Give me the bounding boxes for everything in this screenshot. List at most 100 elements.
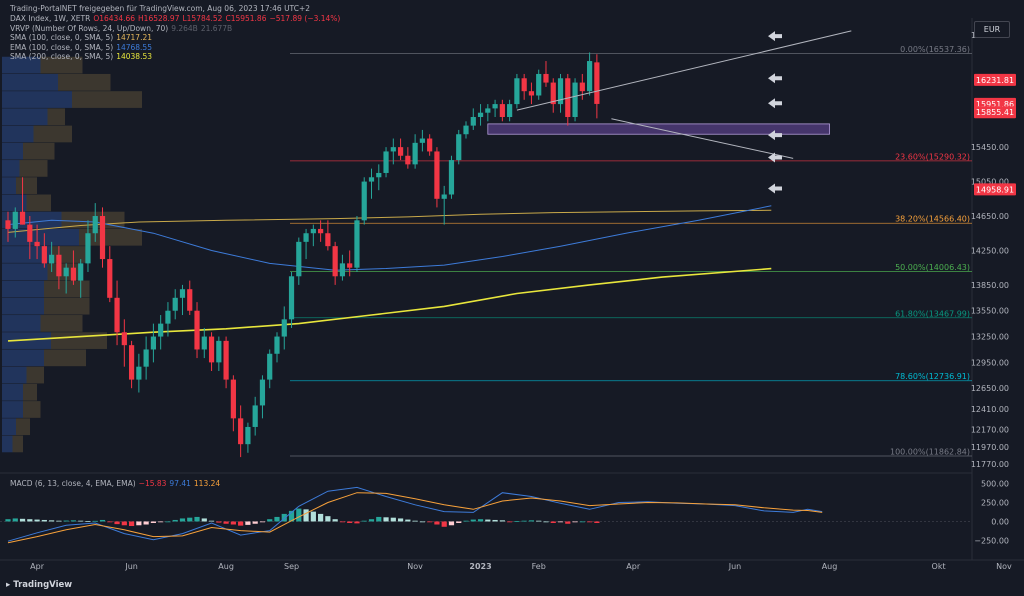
legend-row[interactable]: SMA (200, close, 0, SMA, 5) 14038.53 <box>10 52 155 62</box>
macd-histogram-bar <box>5 519 11 522</box>
candle-body <box>383 151 389 173</box>
candle-body <box>296 241 302 277</box>
x-tick-label: Nov <box>407 562 423 571</box>
macd-legend: MACD (6, 13, close, 4, EMA, EMA) −15.83 97… <box>10 479 223 489</box>
candle-body <box>477 112 484 118</box>
fib-level-label: 78.60%(12736.91) <box>895 372 970 381</box>
legend-row[interactable]: SMA (100, close, 0, SMA, 5) 14717.21 <box>10 33 155 43</box>
macd-histogram-bar <box>376 516 382 522</box>
candle-body <box>158 323 164 337</box>
volume-profile-up-bar <box>2 177 16 194</box>
volume-profile-down-bar <box>23 383 37 401</box>
macd-histogram-bar <box>99 519 106 522</box>
legend-row[interactable]: VRVP (Number Of Rows, 24, Up/Down, 70) 9.… <box>10 24 235 34</box>
x-tick-label: Aug <box>822 562 838 571</box>
price-badge <box>974 106 1016 119</box>
candle-body <box>252 405 258 427</box>
macd-histogram-bar <box>499 520 505 522</box>
candle-body <box>230 379 236 419</box>
macd-histogram-bar <box>361 520 367 522</box>
macd-histogram-bar <box>310 511 316 522</box>
x-tick-label: Feb <box>532 562 546 571</box>
macd-histogram-bar <box>63 520 69 522</box>
tv-logo-icon: ▸ <box>6 580 11 590</box>
candle-body <box>434 151 440 199</box>
macd-histogram-bar <box>259 521 266 523</box>
candle-body <box>332 246 338 277</box>
candle-body <box>463 125 469 135</box>
y-tick-label: 11770.00 <box>971 460 1009 469</box>
macd-histogram-bar <box>179 518 186 522</box>
macd-histogram-bar <box>281 513 287 522</box>
volume-profile-up-bar <box>2 142 23 160</box>
legend-value: H16528.97 <box>138 14 180 23</box>
candle-body <box>259 379 266 406</box>
macd-histogram-bar <box>557 521 564 523</box>
macd-histogram-bar <box>594 521 600 523</box>
volume-profile-up-bar <box>2 366 27 384</box>
macd-histogram-bar <box>19 518 26 522</box>
candle-body <box>99 216 106 260</box>
macd-histogram-bar <box>252 521 258 524</box>
x-tick-label: Apr <box>30 562 45 571</box>
legend-row[interactable]: DAX Index, 1W, XETR O16434.66 H16528.97 L15… <box>10 14 343 24</box>
legend-row[interactable]: EMA (100, close, 0, SMA, 5) 14768.55 <box>10 43 155 53</box>
macd-histogram-bar <box>354 521 360 524</box>
volume-profile-down-bar <box>16 177 37 194</box>
macd-histogram-bar <box>34 519 40 522</box>
macd-histogram-bar <box>521 520 527 522</box>
x-tick-label: 2023 <box>469 562 491 571</box>
candle-body <box>5 220 11 229</box>
legend-value: 14768.55 <box>116 42 152 52</box>
macd-histogram-bar <box>158 521 164 523</box>
macd-y-tick-label: 250.00 <box>981 499 1009 508</box>
macd-histogram-bar <box>390 517 396 522</box>
macd-histogram-bar <box>318 513 324 522</box>
macd-histogram-bar <box>143 521 149 525</box>
x-tick-label: Jun <box>124 562 138 571</box>
candle-body <box>521 78 527 92</box>
candle-body <box>528 91 535 96</box>
candles <box>5 52 600 458</box>
legend-value: 14038.53 <box>116 52 153 62</box>
volume-profile-up-bar <box>2 125 34 143</box>
macd-histogram-bar <box>419 521 425 523</box>
macd-histogram-bar <box>230 521 236 525</box>
legend-value: 9.264B <box>171 23 198 33</box>
y-tick-label: 12950.00 <box>971 358 1009 367</box>
currency-button[interactable]: EUR <box>974 21 1010 38</box>
price-badge-label: 14958.91 <box>976 185 1014 194</box>
candle-body <box>448 160 455 195</box>
candle-body <box>150 336 156 350</box>
sma200-line <box>7 267 772 342</box>
volume-profile-down-bar <box>23 401 41 418</box>
legend-value: 97.41 <box>169 479 191 488</box>
candle-body <box>485 108 491 113</box>
macd-histogram-bar <box>267 519 273 522</box>
volume-profile-up-bar <box>2 91 72 108</box>
candle-body <box>339 263 346 277</box>
legend-label: EMA (100, close, 0, SMA, 5) <box>10 42 114 52</box>
candle-body <box>165 310 171 324</box>
y-tick-label: 15450.00 <box>971 143 1009 152</box>
tradingview-logo[interactable]: ▸ TradingView <box>6 580 72 590</box>
candle-body <box>107 259 113 298</box>
y-tick-label: 14650.00 <box>971 212 1009 221</box>
x-tick-label: Okt <box>932 562 946 571</box>
macd-histogram-bar <box>27 519 33 522</box>
arrow-left-icon <box>768 98 782 109</box>
macd-histogram-bar <box>427 521 433 523</box>
candle-body <box>347 263 353 268</box>
volume-profile-up-bar <box>2 73 58 91</box>
legend-value: −517.89 (−3.14%) <box>269 14 341 23</box>
volume-profile-down-bar <box>12 435 23 453</box>
y-tick-label: 12650.00 <box>971 384 1009 393</box>
y-tick-label: 14250.00 <box>971 246 1009 255</box>
candle-body <box>572 82 578 118</box>
price-badge-label: 15951.86 <box>976 100 1014 109</box>
macd-histogram-bar <box>150 521 156 523</box>
y-tick-label: 13250.00 <box>971 333 1009 342</box>
volume-profile-down-bar <box>40 56 83 74</box>
arrow-left-icon <box>768 73 782 84</box>
